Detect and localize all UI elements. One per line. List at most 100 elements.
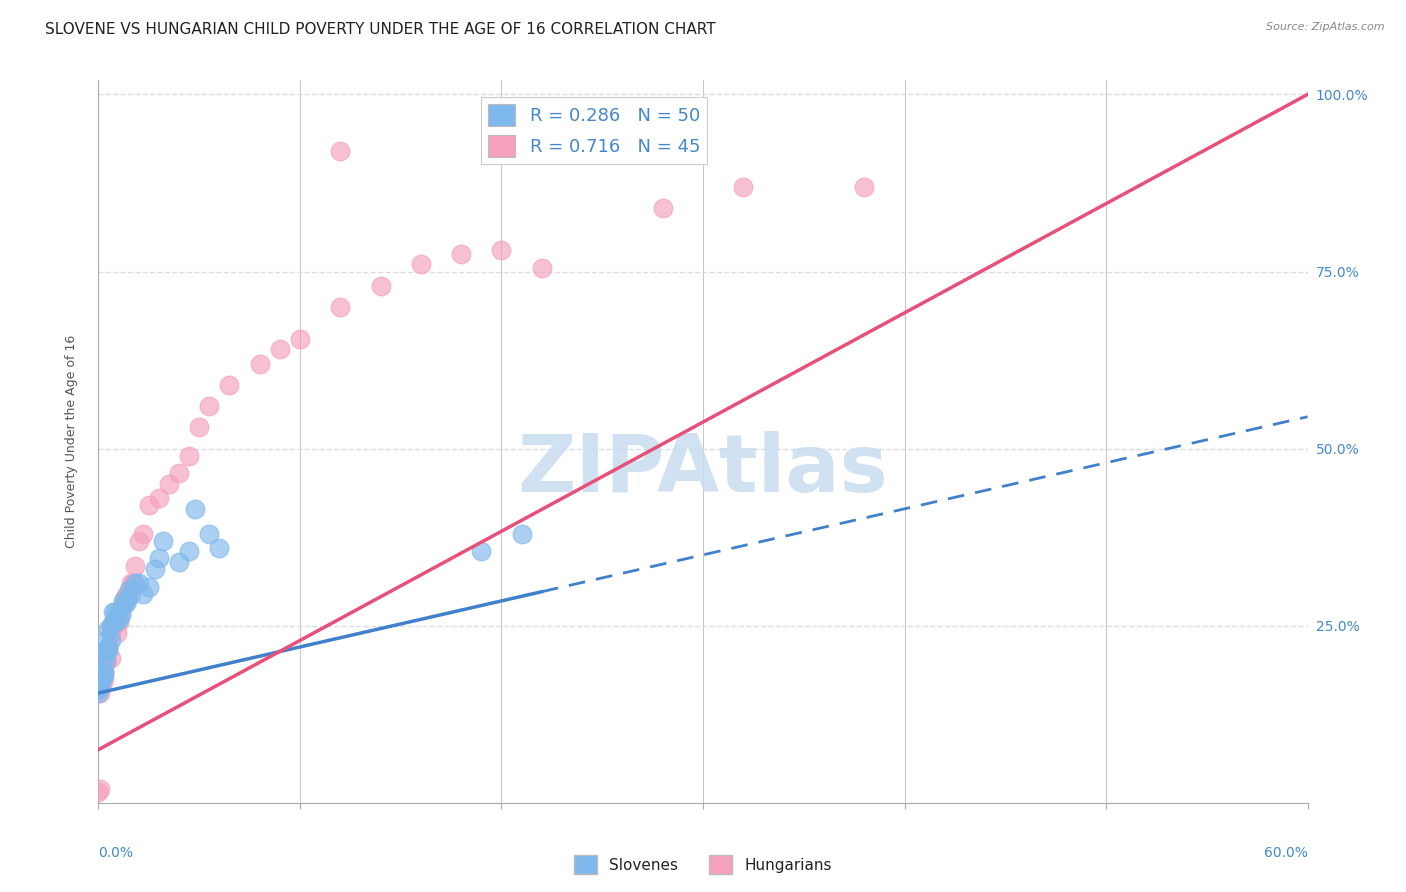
Point [89, 672, 111, 686]
Point [409, 257, 432, 271]
Point [114, 598, 136, 612]
Point [249, 357, 271, 371]
Point [103, 605, 125, 619]
Point [87, 785, 110, 799]
Point [370, 278, 392, 293]
Point [132, 526, 155, 541]
Point [100, 650, 122, 665]
Point [89, 679, 111, 693]
Point [853, 179, 876, 194]
Point [269, 343, 291, 357]
Point [93, 665, 115, 679]
Point [132, 587, 155, 601]
Point [100, 632, 122, 647]
Point [329, 300, 352, 314]
Point [101, 618, 124, 632]
Point [198, 399, 221, 413]
Point [103, 612, 125, 626]
Text: ZIPAtlas: ZIPAtlas [517, 432, 889, 509]
Point [510, 526, 533, 541]
Point [91, 668, 114, 682]
Legend: Slovenes, Hungarians: Slovenes, Hungarians [568, 849, 838, 880]
Point [198, 526, 221, 541]
Point [530, 260, 553, 275]
Point [100, 625, 122, 640]
Point [87, 679, 110, 693]
Point [101, 615, 124, 630]
Point [651, 201, 673, 215]
Point [138, 498, 160, 512]
Point [115, 587, 138, 601]
Point [87, 682, 110, 697]
Point [128, 533, 150, 548]
Point [124, 576, 146, 591]
Point [208, 541, 231, 555]
Point [143, 562, 166, 576]
Point [148, 551, 170, 566]
Point [184, 501, 207, 516]
Point [103, 615, 125, 630]
Point [179, 544, 201, 558]
Point [138, 580, 160, 594]
Y-axis label: Child Poverty Under the Age of 16: Child Poverty Under the Age of 16 [65, 334, 77, 549]
Point [93, 668, 115, 682]
Text: Source: ZipAtlas.com: Source: ZipAtlas.com [1267, 22, 1385, 32]
Legend: R = 0.286   N = 50, R = 0.716   N = 45: R = 0.286 N = 50, R = 0.716 N = 45 [481, 96, 707, 164]
Point [128, 576, 150, 591]
Point [288, 332, 311, 346]
Point [179, 449, 201, 463]
Point [450, 247, 472, 261]
Point [93, 665, 115, 679]
Point [89, 686, 111, 700]
Point [96, 654, 118, 668]
Point [105, 625, 128, 640]
Point [89, 677, 111, 691]
Point [121, 576, 143, 591]
Text: 60.0%: 60.0% [1264, 847, 1308, 860]
Point [101, 605, 124, 619]
Point [152, 533, 174, 548]
Point [111, 598, 134, 612]
Point [148, 491, 170, 506]
Point [470, 544, 492, 558]
Point [733, 179, 755, 194]
Point [107, 612, 129, 626]
Point [97, 640, 120, 654]
Point [218, 377, 240, 392]
Point [118, 583, 141, 598]
Point [97, 622, 120, 636]
Point [91, 679, 114, 693]
Point [105, 608, 128, 623]
Point [110, 608, 132, 623]
Text: SLOVENE VS HUNGARIAN CHILD POVERTY UNDER THE AGE OF 16 CORRELATION CHART: SLOVENE VS HUNGARIAN CHILD POVERTY UNDER… [45, 22, 716, 37]
Point [91, 672, 114, 686]
Text: 0.0%: 0.0% [98, 847, 134, 860]
Point [89, 670, 111, 684]
Point [114, 591, 136, 605]
Point [100, 618, 122, 632]
Point [111, 594, 134, 608]
Point [107, 615, 129, 630]
Point [96, 643, 118, 657]
Point [157, 477, 180, 491]
Point [167, 467, 190, 481]
Point [97, 643, 120, 657]
Point [96, 654, 118, 668]
Point [188, 420, 211, 434]
Point [93, 672, 115, 686]
Point [491, 244, 513, 258]
Point [97, 640, 120, 654]
Point [120, 587, 142, 601]
Point [87, 686, 110, 700]
Point [96, 643, 118, 657]
Point [89, 675, 111, 690]
Point [89, 673, 111, 688]
Point [115, 594, 138, 608]
Point [329, 144, 352, 158]
Point [110, 605, 132, 619]
Point [96, 632, 118, 647]
Point [167, 555, 190, 569]
Point [93, 647, 115, 661]
Point [91, 665, 114, 679]
Point [89, 781, 111, 796]
